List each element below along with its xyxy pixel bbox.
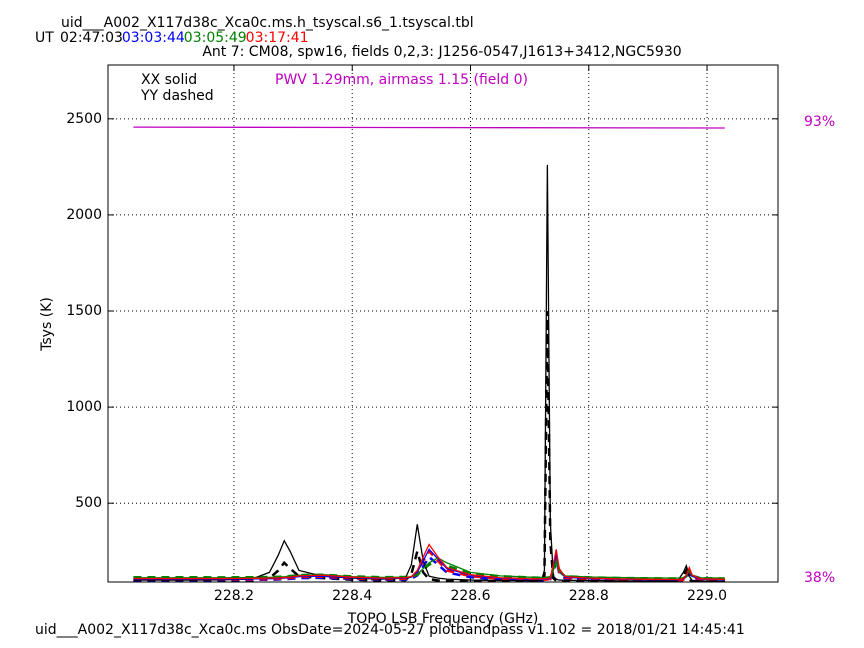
yy-line [133,310,725,582]
x-tick-label: 228.2 [214,588,254,604]
y-tick-label: 1000 [66,399,102,415]
x-tick-label: 228.6 [450,588,490,604]
yy-line [133,555,725,582]
time-prefix: UT [35,30,54,46]
x-axis-label: TOPO LSB Frequency (GHz) [347,611,539,627]
x-tick-label: 228.8 [569,588,609,604]
y-tick-label: 2000 [66,207,102,223]
xx-line [133,557,725,579]
legend-time: 03:17:41 [246,30,309,46]
y-tick-label: 500 [75,495,102,511]
legend-time: 02:47:03 [60,30,123,46]
legend-time: 03:05:49 [184,30,247,46]
footer: uid___A002_X117d38c_Xca0c.ms ObsDate=202… [35,622,745,638]
legend-time: 03:03:44 [122,30,185,46]
legend-dashed: YY dashed [140,88,214,104]
y2-tick-label: 38% [804,570,835,586]
y-tick-label: 2500 [66,111,102,127]
chart-subtitle: Ant 7: CM08, spw16, fields 0,2,3: J1256-… [202,44,681,60]
plot-frame [107,64,779,583]
xx-line [133,164,725,582]
x-tick-label: 229.0 [687,588,727,604]
xx-line [133,543,725,581]
y-tick-label: 1500 [66,303,102,319]
legend-solid: XX solid [141,72,197,88]
y-axis-label: Tsys (K) [39,297,55,352]
y2-tick-label: 93% [804,114,835,130]
chart-title: uid___A002_X117d38c_Xca0c.ms.h_tsyscal.s… [61,15,474,31]
x-tick-label: 228.4 [332,588,372,604]
annotation: PWV 1.29mm, airmass 1.15 (field 0) [275,72,528,88]
transmission-line [133,126,725,129]
